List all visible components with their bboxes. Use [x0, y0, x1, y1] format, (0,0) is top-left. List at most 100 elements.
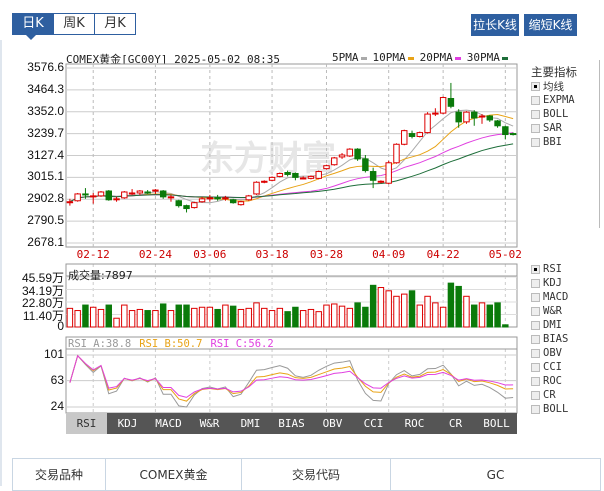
main-indicator-sar[interactable]: SAR — [531, 121, 577, 135]
tab-daily-k[interactable]: 日K — [12, 13, 54, 35]
ma-swatch — [360, 56, 367, 60]
candle-down — [284, 172, 291, 175]
candle-up — [253, 181, 260, 195]
checkbox[interactable] — [531, 123, 540, 133]
candle-up — [385, 162, 392, 184]
volume-tick-label: 22.80万 — [21, 296, 64, 310]
checkbox[interactable] — [531, 306, 540, 316]
volume-bar — [74, 310, 81, 328]
tab-monthly-k[interactable]: 月K — [94, 13, 136, 35]
tab-weekly-k[interactable]: 周K — [53, 13, 95, 35]
checkbox[interactable] — [531, 292, 540, 302]
candle-down — [502, 126, 509, 136]
indicator-tab-cci[interactable]: CCI — [363, 417, 384, 430]
stretch-k-button[interactable]: 拉长K线 — [471, 14, 519, 36]
volume-bar — [105, 304, 112, 328]
volume-bar — [276, 307, 284, 328]
price-tick-label: 3239.7 — [27, 125, 64, 140]
volume-bar — [299, 310, 307, 328]
sub-indicator-dmi[interactable]: DMI — [531, 318, 568, 332]
checkbox[interactable] — [531, 334, 540, 344]
volume-bar — [261, 307, 268, 328]
checkbox[interactable] — [531, 109, 540, 119]
candle-down — [509, 133, 517, 136]
indicator-label: MACD — [543, 291, 569, 303]
indicator-tab-macd[interactable]: MACD — [155, 417, 182, 430]
rsi-line-c — [69, 354, 514, 398]
volume-bar — [66, 307, 74, 328]
checkbox[interactable] — [531, 264, 540, 274]
sub-indicator-wr[interactable]: W&R — [531, 304, 568, 318]
indicator-tab-rsi[interactable]: RSI — [66, 413, 107, 434]
checkbox[interactable] — [531, 320, 540, 330]
checkbox[interactable] — [531, 348, 540, 358]
volume-bar — [229, 305, 237, 328]
volume-bar — [97, 308, 105, 328]
volume-bar — [362, 306, 369, 328]
indicator-tab-obv[interactable]: OBV — [322, 417, 343, 430]
volume-bar — [284, 311, 291, 328]
checkbox[interactable] — [531, 278, 540, 288]
price-tick-label: 2902.8 — [27, 191, 64, 206]
indicator-tab-cr[interactable]: CR — [448, 417, 463, 430]
main-indicator-[interactable]: 均线 — [531, 79, 577, 93]
sub-indicator-cr[interactable]: CR — [531, 388, 568, 402]
candle-down — [354, 148, 361, 160]
candle-down — [408, 133, 416, 137]
sub-indicator-roc[interactable]: ROC — [531, 374, 568, 388]
ma-legend-item: 30PMA — [467, 51, 508, 64]
checkbox[interactable] — [531, 137, 540, 147]
indicator-label: CR — [543, 389, 556, 401]
rsi-legend-label: RSI_B:50.7 — [139, 338, 203, 350]
candle-up — [245, 195, 252, 201]
checkbox[interactable] — [531, 376, 540, 386]
volume-bar — [191, 307, 198, 328]
volume-panel-frame — [65, 263, 518, 328]
checkbox[interactable] — [531, 362, 540, 372]
checkbox[interactable] — [531, 390, 540, 400]
sub-indicator-boll[interactable]: BOLL — [531, 402, 568, 416]
candle-down — [105, 190, 112, 201]
ma-swatch — [454, 56, 461, 60]
candle-up — [222, 197, 229, 200]
candle-up — [152, 189, 159, 192]
main-indicator-boll[interactable]: BOLL — [531, 107, 577, 121]
indicator-tab-wr[interactable]: W&R — [199, 417, 220, 430]
ma-label: 10PMA — [372, 51, 406, 64]
indicator-tab-roc[interactable]: ROC — [404, 417, 425, 430]
checkbox[interactable] — [531, 81, 540, 91]
sub-indicator-cci[interactable]: CCI — [531, 360, 568, 374]
checkbox[interactable] — [531, 404, 540, 414]
main-indicator-expma[interactable]: EXPMA — [531, 93, 577, 107]
sub-indicator-kdj[interactable]: KDJ — [531, 276, 568, 290]
checkbox[interactable] — [531, 95, 540, 105]
shrink-k-button[interactable]: 缩短K线 — [524, 14, 577, 36]
kline-chart[interactable]: 东方财富 02-12 02-24 03-06 03-28 03-18 04-09 04-22 0… — [0, 0, 604, 440]
indicator-label: OBV — [543, 347, 562, 359]
volume-bar — [408, 290, 416, 328]
volume-bar — [432, 302, 439, 328]
indicator-tab-kdj[interactable]: KDJ — [117, 417, 138, 430]
indicator-tab-dmi[interactable]: DMI — [240, 417, 261, 430]
candle-up — [463, 111, 470, 123]
sub-indicator-bias[interactable]: BIAS — [531, 332, 568, 346]
sub-indicator-obv[interactable]: OBV — [531, 346, 568, 360]
price-tick-label: 2790.5 — [27, 213, 64, 228]
sub-indicator-rsi[interactable]: RSI — [531, 262, 568, 276]
indicator-tab-bias[interactable]: BIAS — [278, 417, 305, 430]
main-indicator-bbi[interactable]: BBI — [531, 135, 577, 149]
candle-up — [237, 201, 245, 206]
date-tick-label: 02-12 — [77, 248, 110, 261]
ma-legend: 5PMA 10PMA 20PMA 30PMA — [332, 51, 508, 64]
volume-bar — [393, 295, 400, 328]
date-tick-label: 05-02 — [489, 248, 522, 261]
sub-indicator-macd[interactable]: MACD — [531, 290, 568, 304]
candle-up — [113, 198, 120, 201]
volume-bar — [183, 304, 190, 328]
indicator-tab-boll[interactable]: BOLL — [483, 417, 510, 430]
volume-value: 7897 — [104, 269, 133, 282]
candle-down — [214, 197, 221, 200]
volume-bar — [136, 308, 144, 328]
candle-up — [299, 177, 307, 180]
ma5-line — [69, 109, 514, 204]
